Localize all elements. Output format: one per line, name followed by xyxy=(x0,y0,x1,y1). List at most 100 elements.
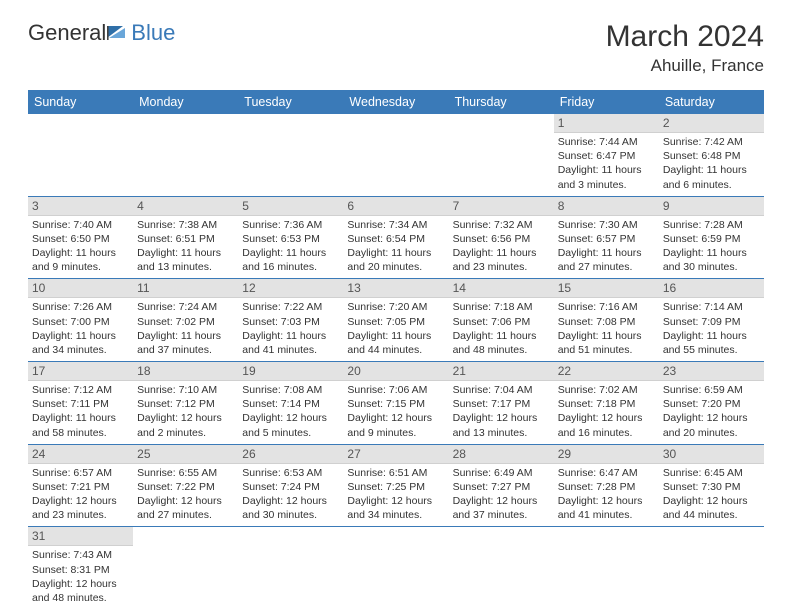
day-cell: 22Sunrise: 7:02 AMSunset: 7:18 PMDayligh… xyxy=(554,362,659,445)
day-body: Sunrise: 7:16 AMSunset: 7:08 PMDaylight:… xyxy=(554,298,659,361)
sunset-text: Sunset: 7:05 PM xyxy=(347,315,444,329)
sunset-text: Sunset: 7:21 PM xyxy=(32,480,129,494)
daylight-text-2: and 5 minutes. xyxy=(242,426,339,440)
sunset-text: Sunset: 6:48 PM xyxy=(663,149,760,163)
daylight-text: Daylight: 12 hours xyxy=(558,494,655,508)
brand-logo: General Blue xyxy=(28,20,175,46)
daylight-text: Daylight: 11 hours xyxy=(32,246,129,260)
day-cell: 14Sunrise: 7:18 AMSunset: 7:06 PMDayligh… xyxy=(449,279,554,362)
month-title: March 2024 xyxy=(606,20,764,54)
day-cell: 23Sunrise: 6:59 AMSunset: 7:20 PMDayligh… xyxy=(659,362,764,445)
sunset-text: Sunset: 7:12 PM xyxy=(137,397,234,411)
sunrise-text: Sunrise: 6:59 AM xyxy=(663,383,760,397)
daylight-text: Daylight: 11 hours xyxy=(137,246,234,260)
daylight-text-2: and 44 minutes. xyxy=(347,343,444,357)
day-cell: 17Sunrise: 7:12 AMSunset: 7:11 PMDayligh… xyxy=(28,362,133,445)
sunrise-text: Sunrise: 7:30 AM xyxy=(558,218,655,232)
sunrise-text: Sunrise: 7:08 AM xyxy=(242,383,339,397)
daylight-text-2: and 41 minutes. xyxy=(242,343,339,357)
weekday-header: Friday xyxy=(554,90,659,114)
daylight-text: Daylight: 11 hours xyxy=(558,329,655,343)
day-body: Sunrise: 6:49 AMSunset: 7:27 PMDaylight:… xyxy=(449,464,554,527)
sunrise-text: Sunrise: 6:49 AM xyxy=(453,466,550,480)
daylight-text-2: and 9 minutes. xyxy=(347,426,444,440)
daylight-text: Daylight: 11 hours xyxy=(558,163,655,177)
day-number: 27 xyxy=(343,445,448,464)
title-block: March 2024 Ahuille, France xyxy=(606,20,764,76)
day-number: 14 xyxy=(449,279,554,298)
day-number: 6 xyxy=(343,197,448,216)
day-cell: 7Sunrise: 7:32 AMSunset: 6:56 PMDaylight… xyxy=(449,196,554,279)
daylight-text: Daylight: 12 hours xyxy=(347,494,444,508)
daylight-text: Daylight: 12 hours xyxy=(32,577,129,591)
sunset-text: Sunset: 7:03 PM xyxy=(242,315,339,329)
weekday-header: Tuesday xyxy=(238,90,343,114)
daylight-text-2: and 6 minutes. xyxy=(663,178,760,192)
day-number: 17 xyxy=(28,362,133,381)
daylight-text-2: and 34 minutes. xyxy=(347,508,444,522)
day-cell: 16Sunrise: 7:14 AMSunset: 7:09 PMDayligh… xyxy=(659,279,764,362)
sunrise-text: Sunrise: 7:14 AM xyxy=(663,300,760,314)
day-cell: 18Sunrise: 7:10 AMSunset: 7:12 PMDayligh… xyxy=(133,362,238,445)
empty-cell xyxy=(133,114,238,196)
daylight-text-2: and 55 minutes. xyxy=(663,343,760,357)
daylight-text-2: and 16 minutes. xyxy=(558,426,655,440)
empty-cell xyxy=(659,527,764,609)
sunrise-text: Sunrise: 7:43 AM xyxy=(32,548,129,562)
sunset-text: Sunset: 6:59 PM xyxy=(663,232,760,246)
day-body: Sunrise: 7:18 AMSunset: 7:06 PMDaylight:… xyxy=(449,298,554,361)
day-body: Sunrise: 7:40 AMSunset: 6:50 PMDaylight:… xyxy=(28,216,133,279)
daylight-text: Daylight: 11 hours xyxy=(663,163,760,177)
sunset-text: Sunset: 7:11 PM xyxy=(32,397,129,411)
day-cell: 9Sunrise: 7:28 AMSunset: 6:59 PMDaylight… xyxy=(659,196,764,279)
day-cell: 24Sunrise: 6:57 AMSunset: 7:21 PMDayligh… xyxy=(28,444,133,527)
sunset-text: Sunset: 8:31 PM xyxy=(32,563,129,577)
day-cell: 1Sunrise: 7:44 AMSunset: 6:47 PMDaylight… xyxy=(554,114,659,196)
day-body: Sunrise: 7:10 AMSunset: 7:12 PMDaylight:… xyxy=(133,381,238,444)
daylight-text-2: and 41 minutes. xyxy=(558,508,655,522)
sunset-text: Sunset: 6:50 PM xyxy=(32,232,129,246)
daylight-text-2: and 51 minutes. xyxy=(558,343,655,357)
day-cell: 25Sunrise: 6:55 AMSunset: 7:22 PMDayligh… xyxy=(133,444,238,527)
day-cell: 3Sunrise: 7:40 AMSunset: 6:50 PMDaylight… xyxy=(28,196,133,279)
sunrise-text: Sunrise: 7:04 AM xyxy=(453,383,550,397)
sunset-text: Sunset: 6:57 PM xyxy=(558,232,655,246)
day-number: 21 xyxy=(449,362,554,381)
day-cell: 6Sunrise: 7:34 AMSunset: 6:54 PMDaylight… xyxy=(343,196,448,279)
day-body: Sunrise: 7:43 AMSunset: 8:31 PMDaylight:… xyxy=(28,546,133,609)
daylight-text-2: and 2 minutes. xyxy=(137,426,234,440)
day-body: Sunrise: 6:57 AMSunset: 7:21 PMDaylight:… xyxy=(28,464,133,527)
day-number: 19 xyxy=(238,362,343,381)
day-number: 11 xyxy=(133,279,238,298)
weekday-header: Monday xyxy=(133,90,238,114)
sunrise-text: Sunrise: 6:45 AM xyxy=(663,466,760,480)
day-body: Sunrise: 7:04 AMSunset: 7:17 PMDaylight:… xyxy=(449,381,554,444)
day-body: Sunrise: 7:22 AMSunset: 7:03 PMDaylight:… xyxy=(238,298,343,361)
day-number: 20 xyxy=(343,362,448,381)
day-body: Sunrise: 6:47 AMSunset: 7:28 PMDaylight:… xyxy=(554,464,659,527)
empty-cell xyxy=(238,527,343,609)
sunset-text: Sunset: 7:24 PM xyxy=(242,480,339,494)
day-number: 31 xyxy=(28,527,133,546)
day-cell: 21Sunrise: 7:04 AMSunset: 7:17 PMDayligh… xyxy=(449,362,554,445)
daylight-text-2: and 30 minutes. xyxy=(663,260,760,274)
daylight-text-2: and 16 minutes. xyxy=(242,260,339,274)
day-number: 23 xyxy=(659,362,764,381)
sunrise-text: Sunrise: 7:28 AM xyxy=(663,218,760,232)
day-cell: 10Sunrise: 7:26 AMSunset: 7:00 PMDayligh… xyxy=(28,279,133,362)
day-body: Sunrise: 6:53 AMSunset: 7:24 PMDaylight:… xyxy=(238,464,343,527)
sunrise-text: Sunrise: 7:38 AM xyxy=(137,218,234,232)
sunrise-text: Sunrise: 6:55 AM xyxy=(137,466,234,480)
daylight-text-2: and 23 minutes. xyxy=(32,508,129,522)
daylight-text: Daylight: 11 hours xyxy=(558,246,655,260)
sunset-text: Sunset: 6:47 PM xyxy=(558,149,655,163)
empty-cell xyxy=(238,114,343,196)
sunset-text: Sunset: 6:56 PM xyxy=(453,232,550,246)
sunrise-text: Sunrise: 7:20 AM xyxy=(347,300,444,314)
sunrise-text: Sunrise: 7:02 AM xyxy=(558,383,655,397)
day-cell: 2Sunrise: 7:42 AMSunset: 6:48 PMDaylight… xyxy=(659,114,764,196)
day-cell: 30Sunrise: 6:45 AMSunset: 7:30 PMDayligh… xyxy=(659,444,764,527)
day-cell: 26Sunrise: 6:53 AMSunset: 7:24 PMDayligh… xyxy=(238,444,343,527)
weekday-header-row: Sunday Monday Tuesday Wednesday Thursday… xyxy=(28,90,764,114)
day-body: Sunrise: 7:24 AMSunset: 7:02 PMDaylight:… xyxy=(133,298,238,361)
